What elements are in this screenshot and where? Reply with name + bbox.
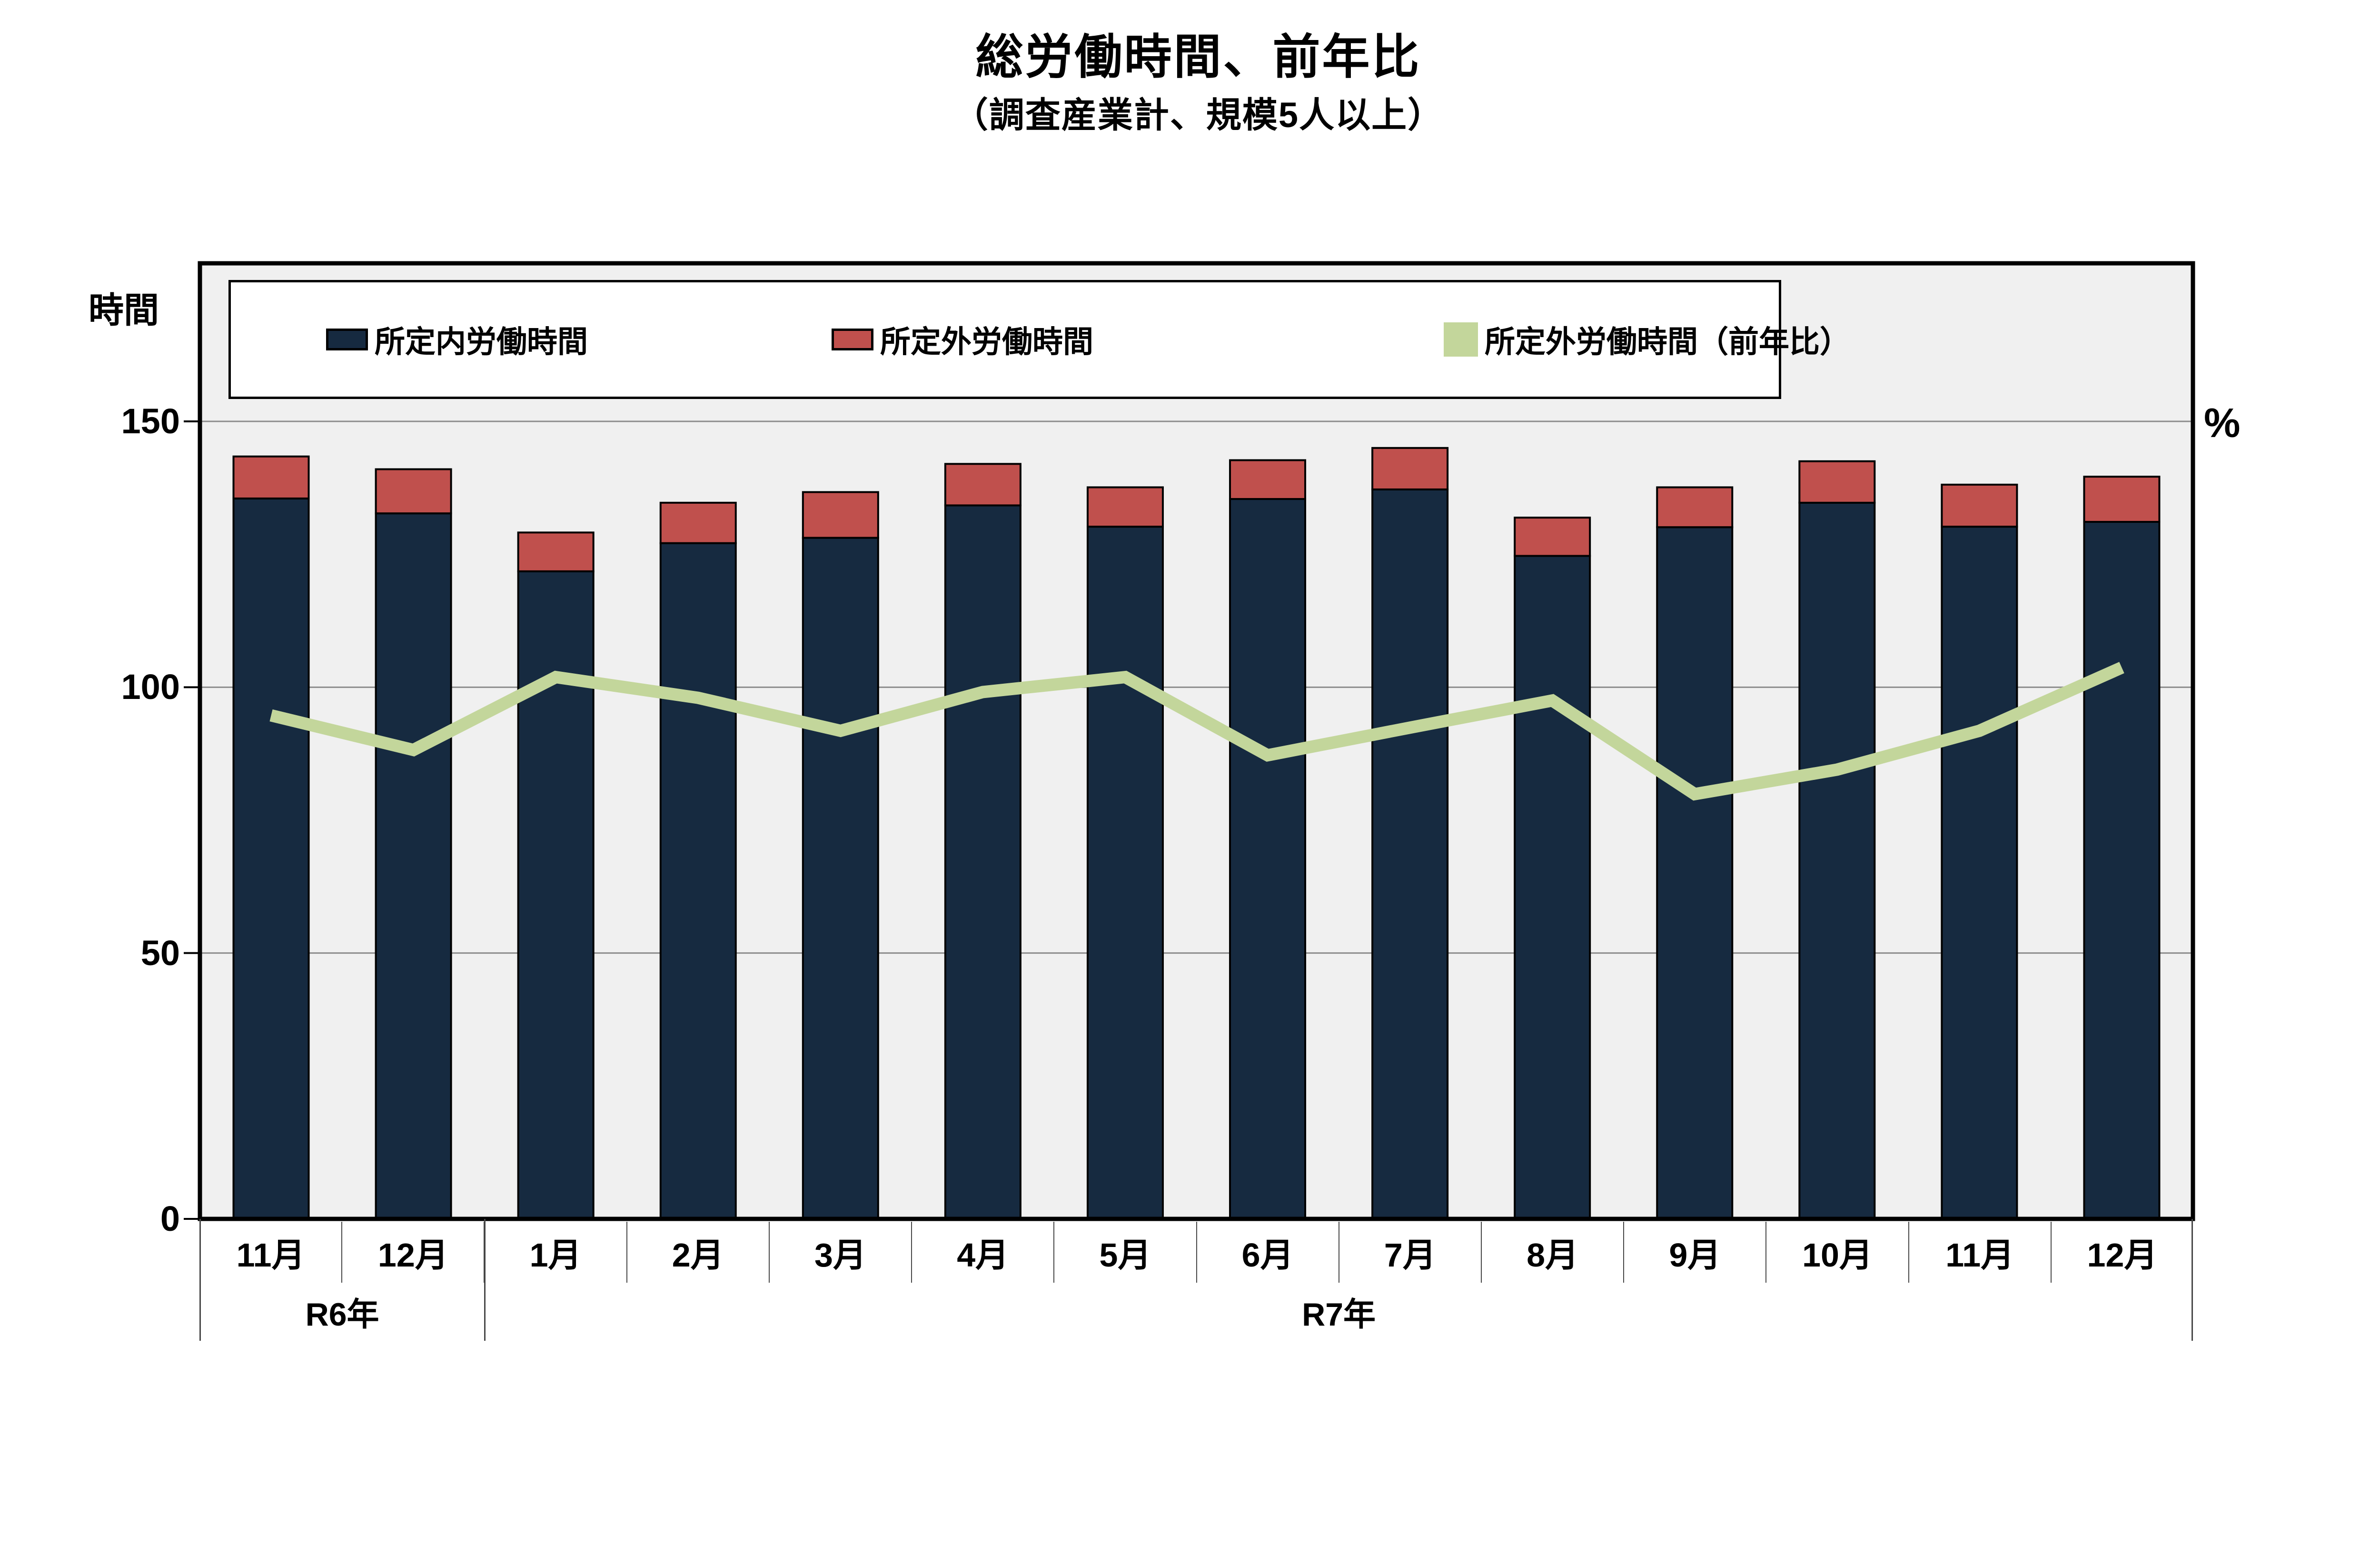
x-axis-month-label: 8月 bbox=[1482, 1222, 1625, 1283]
legend: 所定内労働時間 所定外労働時間 所定外労働時間（前年比） bbox=[228, 280, 1850, 399]
bar-overtime-hours bbox=[375, 468, 452, 515]
x-axis-month-label: 5月 bbox=[1054, 1222, 1197, 1283]
bar-scheduled-hours bbox=[802, 537, 879, 1220]
left-axis-unit-label: 時間 bbox=[89, 290, 159, 330]
x-axis-year-row: R6年 R7年 bbox=[200, 1283, 2193, 1340]
bar-overtime-hours bbox=[1656, 486, 1734, 529]
bar-overtime-hours bbox=[2083, 476, 2161, 523]
x-axis-month-label: 12月 bbox=[2087, 1236, 2158, 1274]
legend-marker-yoy-line bbox=[1444, 322, 1478, 357]
axis-table-separator-left bbox=[199, 1219, 201, 1341]
bar-overtime-hours bbox=[944, 463, 1021, 507]
x-axis-month-label: 1月 bbox=[485, 1222, 627, 1283]
legend-item-scheduled-hours: 所定内労働時間 bbox=[326, 282, 588, 397]
bar-scheduled-hours bbox=[944, 504, 1021, 1220]
bar-overtime-hours bbox=[1514, 517, 1591, 557]
bar-scheduled-hours bbox=[2083, 521, 2161, 1220]
x-axis-month-label: 6月 bbox=[1197, 1222, 1339, 1283]
axis-table-separator-right bbox=[2192, 1219, 2193, 1341]
chart-subtitle: （調査産業計、規模5人以上） bbox=[952, 95, 1444, 135]
bar-scheduled-hours bbox=[1229, 498, 1307, 1220]
bar-scheduled-hours bbox=[659, 542, 737, 1220]
x-axis-year-label: R6年 bbox=[305, 1296, 379, 1333]
bar-overtime-hours bbox=[1798, 460, 1876, 504]
bar-scheduled-hours bbox=[1941, 526, 2018, 1220]
x-axis-month-label: 9月 bbox=[1624, 1222, 1767, 1283]
legend-marker-scheduled-hours bbox=[326, 329, 368, 350]
bar-overtime-hours bbox=[1229, 459, 1307, 500]
axis-table-separator-year-boundary bbox=[484, 1219, 486, 1341]
x-axis-month-label: 11月 bbox=[200, 1222, 343, 1283]
bar-scheduled-hours bbox=[232, 497, 310, 1220]
x-axis-month-row: 11月 12月 1月 2月 3月 4月 5月 6月 7月 8月 9月 10月 11月 12月 bbox=[200, 1222, 2193, 1283]
x-axis-month-label: 7月 bbox=[1339, 1222, 1482, 1283]
bar-scheduled-hours bbox=[1798, 501, 1876, 1220]
y-axis-tick-label: 100 bbox=[121, 667, 180, 707]
x-axis-year-label: R7年 bbox=[1302, 1296, 1376, 1333]
plot-frame bbox=[198, 261, 2195, 1221]
y-axis-tick-label: 150 bbox=[121, 401, 180, 441]
x-axis-month-label: 2月 bbox=[627, 1222, 770, 1283]
bar-overtime-hours bbox=[1086, 486, 1164, 528]
chart-title: 総労働時間、前年比 bbox=[975, 30, 1421, 84]
y-axis-tick-label: 50 bbox=[140, 933, 180, 973]
y-axis-tick-label: 0 bbox=[160, 1199, 180, 1238]
plot-background bbox=[200, 263, 2193, 1219]
bar-scheduled-hours bbox=[1371, 488, 1449, 1220]
legend-marker-overtime-hours bbox=[832, 329, 873, 350]
x-axis-month-label: 4月 bbox=[912, 1222, 1055, 1283]
legend-label-overtime-hours: 所定外労働時間 bbox=[880, 325, 1093, 359]
bar-overtime-hours bbox=[1371, 447, 1449, 490]
legend-item-yoy-line: 所定外労働時間（前年比） bbox=[1444, 282, 1850, 397]
bar-scheduled-hours bbox=[1514, 555, 1591, 1220]
legend-label-scheduled-hours: 所定内労働時間 bbox=[375, 325, 588, 359]
bar-scheduled-hours bbox=[1086, 526, 1164, 1220]
bar-overtime-hours bbox=[659, 501, 737, 544]
right-axis-unit-label: % bbox=[2204, 400, 2241, 446]
bar-scheduled-hours bbox=[1656, 526, 1734, 1220]
bar-scheduled-hours bbox=[375, 512, 452, 1220]
x-axis-month-label: 11月 bbox=[1909, 1222, 2052, 1283]
legend-item-overtime-hours: 所定外労働時間 bbox=[832, 282, 1093, 397]
bar-overtime-hours bbox=[802, 491, 879, 539]
bar-overtime-hours bbox=[517, 531, 595, 572]
legend-label-yoy-line: 所定外労働時間（前年比） bbox=[1485, 325, 1850, 359]
bar-overtime-hours bbox=[232, 455, 310, 499]
bar-overtime-hours bbox=[1941, 483, 2018, 528]
bar-scheduled-hours bbox=[517, 570, 595, 1220]
x-axis-month-label: 10月 bbox=[1766, 1222, 1909, 1283]
x-axis-month-label: 3月 bbox=[770, 1222, 912, 1283]
yoy-line bbox=[269, 662, 2124, 801]
x-axis-month-label: 12月 bbox=[342, 1222, 485, 1283]
